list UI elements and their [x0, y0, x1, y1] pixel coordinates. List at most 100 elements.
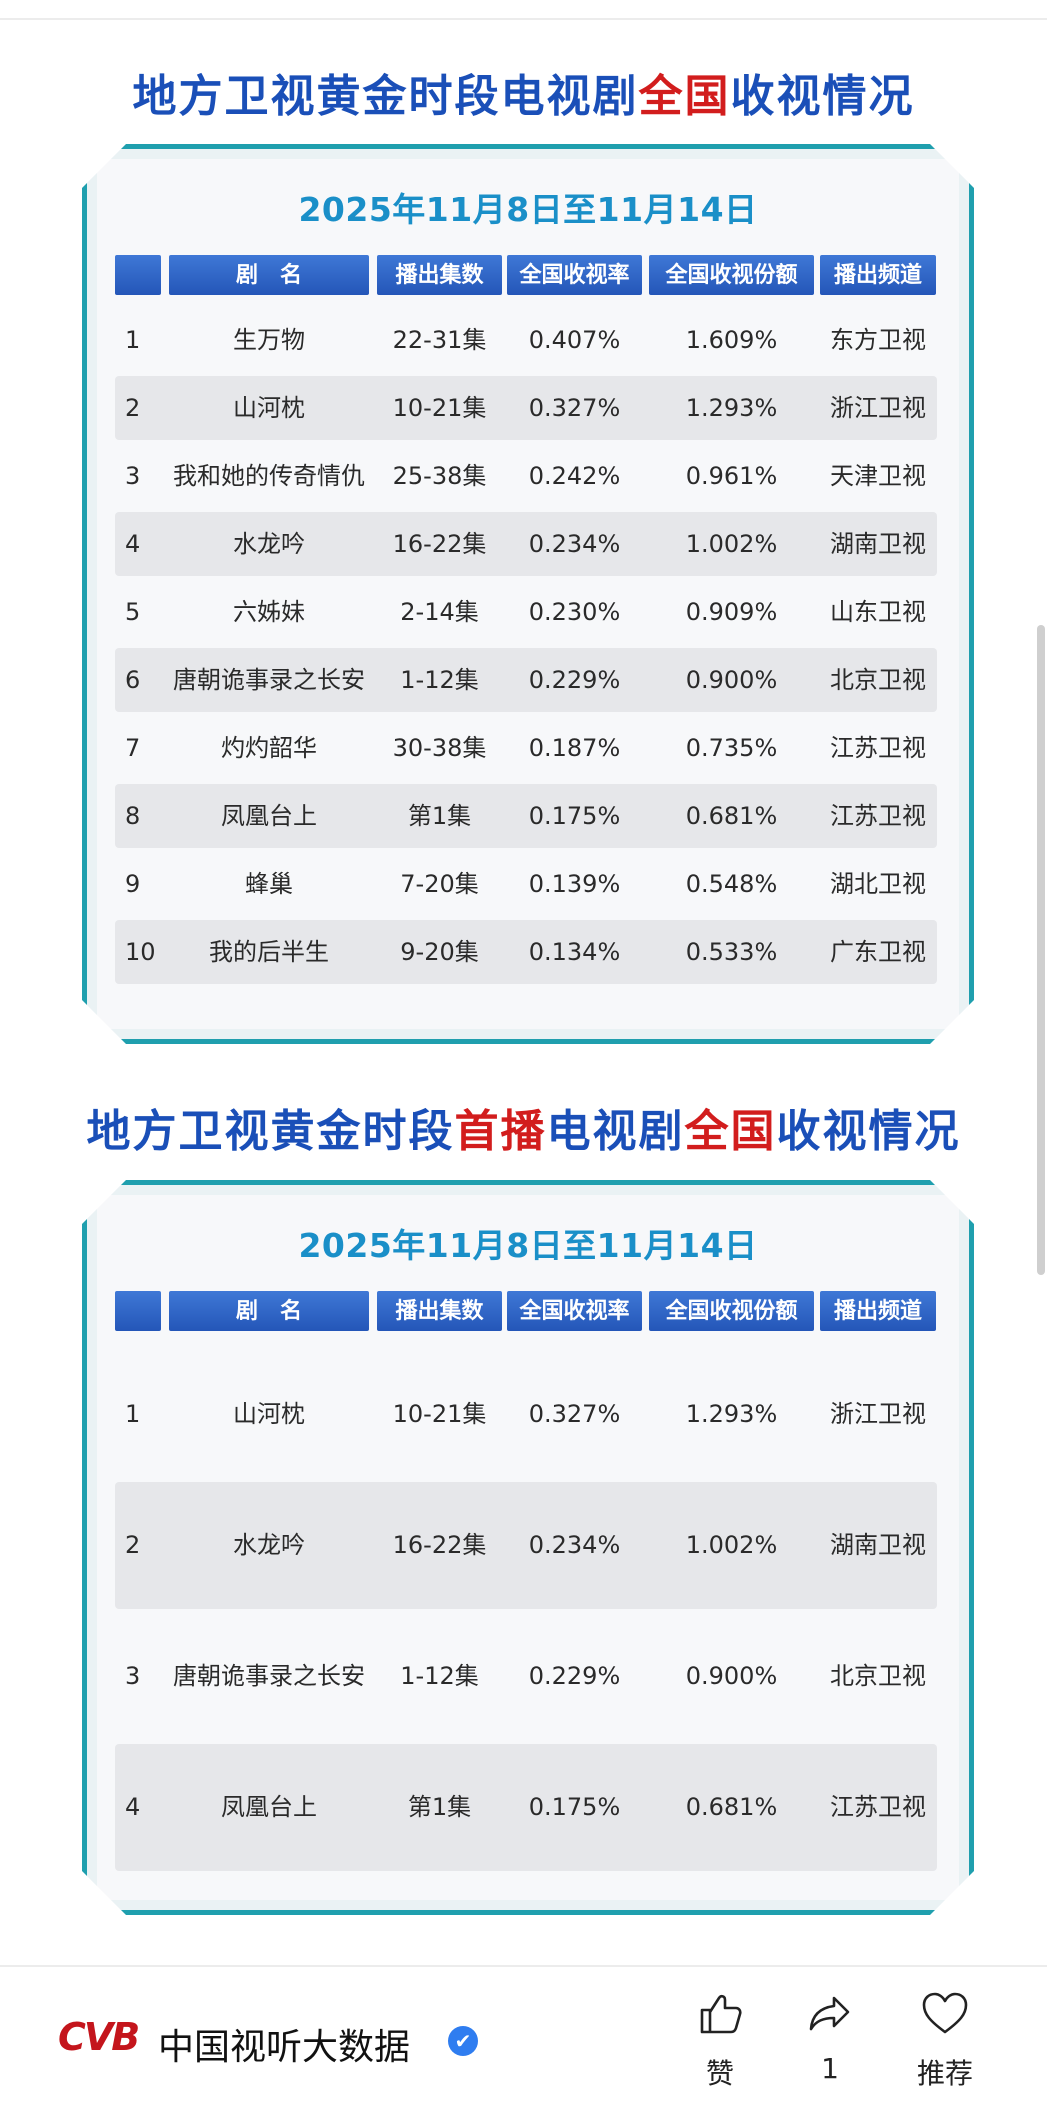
cell-rating: 0.139%	[528, 870, 621, 898]
share-button[interactable]: 1	[785, 1990, 875, 2085]
column-header-share: 全国收视份额	[649, 255, 814, 295]
cell-episodes: 10-21集	[392, 1400, 487, 1428]
cell-rating: 0.242%	[528, 462, 621, 490]
ratings-panel-premiere: 2025年11月8日至11月14日 剧 名播出集数 全国收视率 全国收视份额 播出频道…	[82, 1180, 974, 1915]
cell-share: 0.735%	[685, 734, 778, 762]
column-header-channel: 播出频道	[820, 255, 936, 295]
cell-episodes: 9-20集	[400, 938, 479, 966]
footer-divider	[0, 1965, 1047, 1967]
cell-episodes: 1-12集	[400, 1662, 479, 1690]
cell-channel: 天津卫视	[830, 462, 926, 490]
cell-channel: 江苏卫视	[830, 1793, 926, 1821]
cell-channel: 山东卫视	[830, 598, 926, 626]
cell-rank: 10	[125, 938, 156, 966]
cell-episodes: 1-12集	[400, 666, 479, 694]
column-header-name: 剧 名	[169, 255, 369, 295]
table-row: 2 水龙吟 16-22集 0.234% 1.002% 湖南卫视	[115, 1482, 937, 1609]
column-header-episodes: 播出集数	[377, 1291, 502, 1331]
cell-rating: 0.229%	[528, 1662, 621, 1690]
table-row: 1 山河枕 10-21集 0.327% 1.293% 浙江卫视	[115, 1351, 937, 1478]
table-row: 2 山河枕 10-21集 0.327% 1.293% 浙江卫视	[115, 376, 937, 440]
scrollbar[interactable]	[1037, 625, 1045, 1275]
cell-share: 1.002%	[685, 530, 778, 558]
cell-channel: 浙江卫视	[830, 1400, 926, 1428]
ratings-panel-all: 2025年11月8日至11月14日 剧 名播出集数 全国收视率 全国收视份额 播出频道…	[82, 144, 974, 1044]
cell-rating: 0.175%	[528, 802, 621, 830]
date-range: 2025年11月8日至11月14日	[298, 190, 758, 229]
cell-rank: 4	[125, 530, 141, 558]
cell-rank: 1	[125, 1400, 141, 1428]
cell-rating: 0.234%	[528, 1531, 621, 1559]
account-name[interactable]: 中国视听大数据	[158, 2027, 411, 2068]
cell-name: 山河枕	[233, 1400, 305, 1428]
cell-channel: 湖南卫视	[830, 1531, 926, 1559]
cell-name: 凤凰台上	[221, 802, 317, 830]
cell-share: 0.961%	[685, 462, 778, 490]
cell-rating: 0.234%	[528, 530, 621, 558]
cell-episodes: 第1集	[407, 1793, 472, 1821]
cell-episodes: 22-31集	[392, 326, 487, 354]
recommend-button[interactable]: 推荐	[900, 1990, 990, 2092]
cell-rank: 1	[125, 326, 141, 354]
cell-name: 我的后半生	[209, 938, 329, 966]
cell-rating: 0.327%	[528, 1400, 621, 1428]
table-row: 4 水龙吟 16-22集 0.234% 1.002% 湖南卫视	[115, 512, 937, 576]
column-header-episodes: 播出集数	[377, 255, 502, 295]
cell-name: 凤凰台上	[221, 1793, 317, 1821]
top-divider	[0, 18, 1047, 20]
cell-share: 0.900%	[685, 666, 778, 694]
cell-name: 山河枕	[233, 394, 305, 422]
cell-rating: 0.187%	[528, 734, 621, 762]
account-logo[interactable]: CVB	[58, 2015, 140, 2059]
cell-episodes: 25-38集	[392, 462, 487, 490]
cell-rank: 2	[125, 1531, 141, 1559]
cell-name: 蜂巢	[245, 870, 293, 898]
cell-rank: 3	[125, 1662, 141, 1690]
recommend-label: 推荐	[916, 2057, 973, 2090]
like-label: 赞	[705, 2057, 734, 2090]
cell-share: 0.681%	[685, 1793, 778, 1821]
cell-share: 0.533%	[685, 938, 778, 966]
cell-name: 唐朝诡事录之长安	[173, 1662, 365, 1690]
cell-episodes: 第1集	[407, 802, 472, 830]
cell-rating: 0.175%	[528, 1793, 621, 1821]
column-header-name: 剧 名	[169, 1291, 369, 1331]
section-title-premiere-dramas: 地方卫视黄金时段首播电视剧全国收视情况	[86, 1106, 961, 1157]
cell-rank: 7	[125, 734, 141, 762]
cell-episodes: 2-14集	[400, 598, 479, 626]
cell-share: 1.293%	[685, 1400, 778, 1428]
cell-channel: 浙江卫视	[830, 394, 926, 422]
cell-rating: 0.134%	[528, 938, 621, 966]
table-row: 3 我和她的传奇情仇 25-38集 0.242% 0.961% 天津卫视	[115, 444, 937, 508]
cell-episodes: 10-21集	[392, 394, 487, 422]
cell-share: 0.900%	[685, 1662, 778, 1690]
cell-share: 1.002%	[685, 1531, 778, 1559]
cell-share: 1.293%	[685, 394, 778, 422]
cell-channel: 江苏卫视	[830, 802, 926, 830]
cell-name: 六姊妹	[233, 598, 305, 626]
cell-channel: 广东卫视	[830, 938, 926, 966]
cell-name: 唐朝诡事录之长安	[173, 666, 365, 694]
like-button[interactable]: 赞	[675, 1990, 765, 2092]
table-row: 7 灼灼韶华 30-38集 0.187% 0.735% 江苏卫视	[115, 716, 937, 780]
table-row: 10 我的后半生 9-20集 0.134% 0.533% 广东卫视	[115, 920, 937, 984]
cell-name: 我和她的传奇情仇	[173, 462, 365, 490]
cell-share: 0.548%	[685, 870, 778, 898]
column-header-share: 全国收视份额	[649, 1291, 814, 1331]
column-header-rating: 全国收视率	[507, 255, 642, 295]
cell-episodes: 7-20集	[400, 870, 479, 898]
cell-episodes: 16-22集	[392, 530, 487, 558]
table-row: 8 凤凰台上 第1集 0.175% 0.681% 江苏卫视	[115, 784, 937, 848]
cell-share: 0.681%	[685, 802, 778, 830]
heart-icon	[922, 1992, 968, 2034]
cell-channel: 北京卫视	[830, 666, 926, 694]
cell-rating: 0.327%	[528, 394, 621, 422]
cell-channel: 江苏卫视	[830, 734, 926, 762]
date-range: 2025年11月8日至11月14日	[298, 1226, 758, 1265]
share-count: 1	[821, 2052, 839, 2085]
column-header-rank	[115, 1291, 161, 1331]
cell-rating: 0.230%	[528, 598, 621, 626]
column-header-rank	[115, 255, 161, 295]
column-header-channel: 播出频道	[820, 1291, 936, 1331]
cell-name: 水龙吟	[233, 530, 305, 558]
